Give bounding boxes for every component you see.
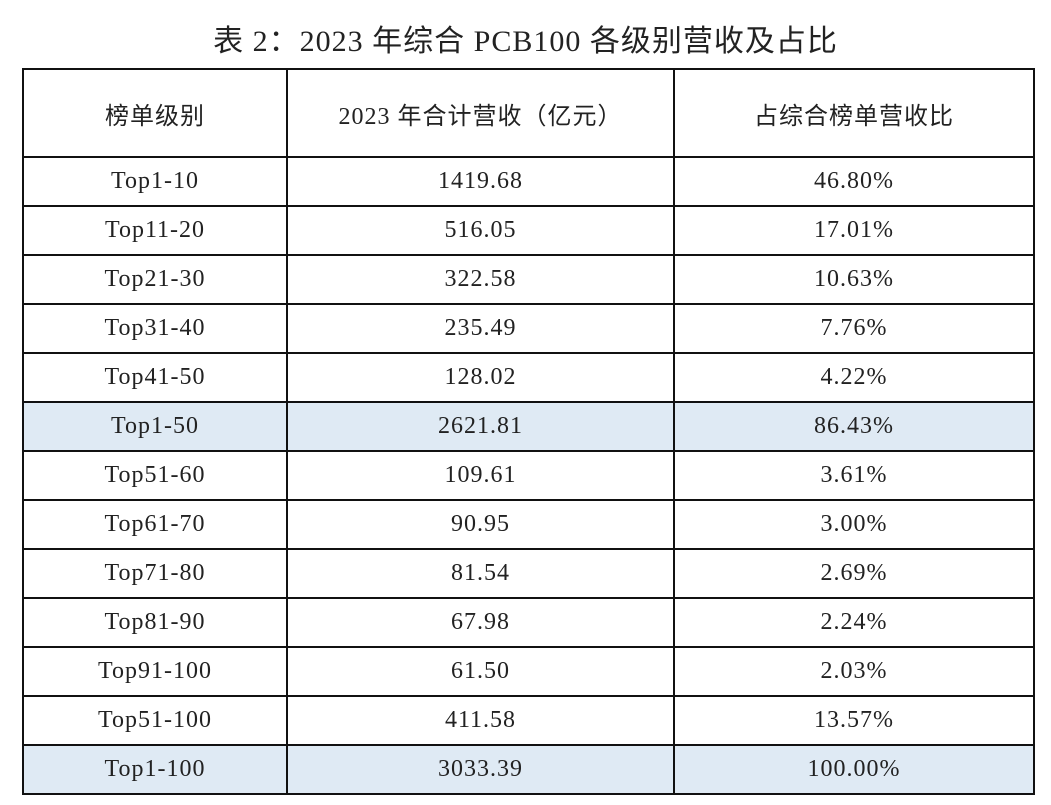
table-cell: Top41-50: [22, 352, 288, 403]
table-cell: Top21-30: [22, 254, 288, 305]
table-cell: 2621.81: [286, 401, 675, 452]
table-row: Top51-60 109.61 3.61%: [22, 450, 1035, 501]
table-cell: Top11-20: [22, 205, 288, 256]
table-title: 表 2：2023 年综合 PCB100 各级别营收及占比: [213, 25, 838, 58]
table-cell: Top1-50: [22, 401, 288, 452]
header-row: 榜单级别 2023 年合计营收（亿元） 占综合榜单营收比: [22, 68, 1035, 158]
table-row: Top11-20 516.05 17.01%: [22, 205, 1035, 256]
table-row: Top1-100 3033.39 100.00%: [22, 744, 1035, 795]
table-cell: 1419.68: [286, 156, 675, 207]
table-cell: 3033.39: [286, 744, 675, 795]
table-cell: Top51-100: [22, 695, 288, 746]
table-cell: 61.50: [286, 646, 675, 697]
header-cell: 占综合榜单营收比: [673, 68, 1035, 158]
table-cell: Top1-100: [22, 744, 288, 795]
table-cell: 2.69%: [673, 548, 1035, 599]
table-cell: 46.80%: [673, 156, 1035, 207]
table-cell: 100.00%: [673, 744, 1035, 795]
table-body: Top1-10 1419.68 46.80% Top11-20 516.05 17.01%…: [22, 156, 1035, 795]
table-row: Top1-10 1419.68 46.80%: [22, 156, 1035, 207]
table-cell: 411.58: [286, 695, 675, 746]
table-row: Top31-40 235.49 7.76%: [22, 303, 1035, 354]
table-row: Top81-90 67.98 2.24%: [22, 597, 1035, 648]
header-cell: 2023 年合计营收（亿元）: [286, 68, 675, 158]
table-cell: 86.43%: [673, 401, 1035, 452]
table-cell: Top51-60: [22, 450, 288, 501]
table-row: Top21-30 322.58 10.63%: [22, 254, 1035, 305]
table-cell: 2.24%: [673, 597, 1035, 648]
table-cell: 7.76%: [673, 303, 1035, 354]
table-cell: Top71-80: [22, 548, 288, 599]
table-row: Top1-50 2621.81 86.43%: [22, 401, 1035, 452]
table-row: Top61-70 90.95 3.00%: [22, 499, 1035, 550]
table-cell: Top81-90: [22, 597, 288, 648]
table-cell: 81.54: [286, 548, 675, 599]
table-row: Top51-100 411.58 13.57%: [22, 695, 1035, 746]
table-cell: 13.57%: [673, 695, 1035, 746]
table-cell: Top1-10: [22, 156, 288, 207]
table-cell: 322.58: [286, 254, 675, 305]
table-row: Top91-100 61.50 2.03%: [22, 646, 1035, 697]
table-cell: Top61-70: [22, 499, 288, 550]
header-cell: 榜单级别: [22, 68, 288, 158]
table-cell: Top31-40: [22, 303, 288, 354]
table-cell: 516.05: [286, 205, 675, 256]
table-header: 榜单级别 2023 年合计营收（亿元） 占综合榜单营收比: [22, 68, 1035, 158]
table-cell: 2.03%: [673, 646, 1035, 697]
table-cell: 235.49: [286, 303, 675, 354]
revenue-table: 榜单级别 2023 年合计营收（亿元） 占综合榜单营收比 Top1-10 1419.6…: [22, 68, 1035, 795]
table-cell: 90.95: [286, 499, 675, 550]
table-cell: 67.98: [286, 597, 675, 648]
table-row: Top41-50 128.02 4.22%: [22, 352, 1035, 403]
table-cell: 10.63%: [673, 254, 1035, 305]
table-cell: 128.02: [286, 352, 675, 403]
table-cell: 17.01%: [673, 205, 1035, 256]
table-cell: 3.00%: [673, 499, 1035, 550]
table-cell: 109.61: [286, 450, 675, 501]
table-row: Top71-80 81.54 2.69%: [22, 548, 1035, 599]
table-cell: 3.61%: [673, 450, 1035, 501]
table-cell: Top91-100: [22, 646, 288, 697]
table-cell: 4.22%: [673, 352, 1035, 403]
